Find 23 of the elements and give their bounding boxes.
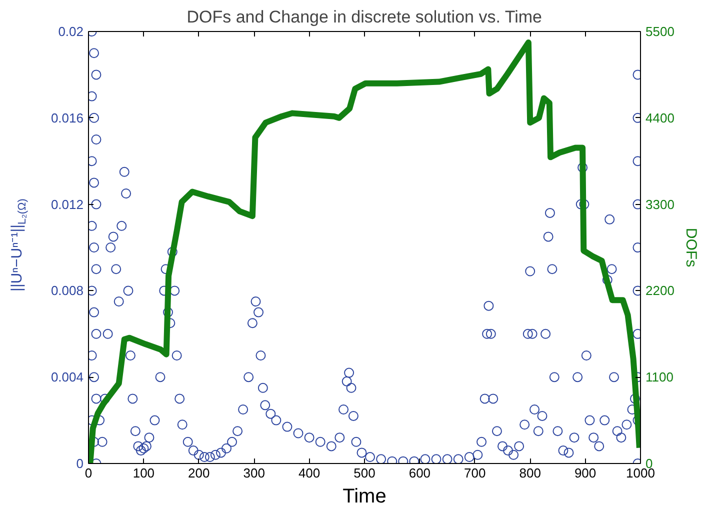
x-tick-label: 200	[188, 466, 210, 480]
y2-tick-label: 2200	[646, 283, 674, 298]
y2-tick-label: 4400	[646, 110, 674, 126]
y-tick-label: 0.02	[58, 24, 84, 39]
x-tick-label: 900	[574, 466, 596, 480]
y-tick-label: 0	[76, 456, 84, 471]
chart-title: DOFs and Change in discrete solution vs. Time	[186, 8, 542, 26]
y-tick-label: 0.016	[50, 110, 84, 126]
y2-tick-label: 5500	[646, 24, 674, 39]
x-axis-title: Time	[342, 486, 386, 508]
x-tick-label: 700	[464, 466, 486, 480]
y2-tick-label: 3300	[646, 196, 674, 212]
x-tick-label: 400	[298, 466, 320, 480]
x-tick-label: 600	[408, 466, 431, 480]
x-tick-label: 100	[132, 466, 155, 480]
y2-tick-label: 1100	[646, 370, 674, 385]
x-tick-label: 300	[243, 466, 265, 480]
y-tick-label: 0.012	[50, 196, 84, 212]
y2-axis-title: DOFs	[682, 228, 700, 268]
x-tick-label: 500	[354, 466, 376, 480]
y-tick-label: 0.004	[50, 370, 84, 385]
x-tick-label: 800	[519, 466, 541, 480]
y-tick-label: 0.008	[50, 283, 84, 298]
